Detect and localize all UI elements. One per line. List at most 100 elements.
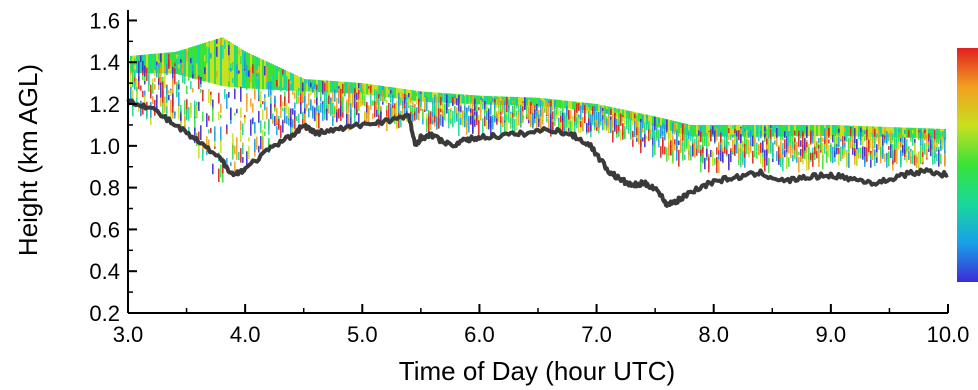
heatmap-cell [320,96,322,102]
heatmap-cell [396,87,398,99]
heatmap-cell [636,119,638,128]
heatmap-cell [622,109,624,119]
heatmap-cell [586,122,588,133]
heatmap-cell [542,119,544,125]
heatmap-cell [526,97,528,106]
heatmap-cell [718,141,720,151]
heatmap-cell [914,138,916,145]
heatmap-cell [306,104,308,108]
heatmap-cell [164,52,166,74]
heatmap-cell [518,109,520,126]
heatmap-cell [900,141,902,149]
heatmap-cell [186,99,188,115]
heatmap-cell [532,97,534,106]
heatmap-cell [888,146,890,151]
heatmap-cell [280,80,282,92]
heatmap-cell [404,97,406,104]
heatmap-cell [784,150,786,158]
heatmap-cell [644,114,646,124]
heatmap-cell [260,58,262,90]
heatmap-cell [918,132,920,141]
heatmap-cell [292,108,294,115]
heatmap-cell [514,118,516,134]
heatmap-cell [322,103,324,114]
heatmap-cell [886,134,888,142]
y-tick-label: 0.4 [89,259,120,284]
heatmap-cell [762,140,764,153]
heatmap-cell [894,137,896,148]
heatmap-cell [756,125,758,138]
heatmap-cell [370,92,372,107]
heatmap-cell [188,107,190,121]
heatmap-cell [206,136,208,152]
heatmap-cell [712,150,714,166]
heatmap-cell [178,103,180,120]
heatmap-cell [590,115,592,132]
heatmap-cell [828,139,830,144]
heatmap-cell [166,93,168,103]
heatmap-cell [684,139,686,152]
heatmap-cell [860,131,862,146]
heatmap-cell [144,80,146,85]
heatmap-cell [484,95,486,105]
heatmap-cell [540,113,542,130]
heatmap-cell [782,148,784,155]
heatmap-cell [254,138,256,153]
heatmap-cell [274,95,276,105]
heatmap-cell [900,127,902,138]
heatmap-cell [402,100,404,107]
heatmap-cell [928,144,930,149]
heatmap-cell [544,99,546,109]
heatmap-cell [422,91,424,102]
heatmap-cell [190,102,192,118]
heatmap-cell [206,46,208,64]
heatmap-cell [484,116,486,127]
heatmap-cell [630,111,632,123]
heatmap-cell [678,149,680,167]
heatmap-cell [778,124,780,137]
heatmap-cell [834,143,836,152]
heatmap-cell [244,117,246,124]
heatmap-cell [926,148,928,157]
heatmap-cell [220,38,222,46]
heatmap-cell [268,65,270,72]
heatmap-cell [870,151,872,160]
heatmap-cell [242,73,244,77]
heatmap-cell [552,99,554,108]
heatmap-cell [734,128,736,134]
heatmap-cell [820,124,822,137]
heatmap-cell [882,126,884,138]
heatmap-cell [522,97,524,106]
heatmap-cell [678,122,680,134]
heatmap-cell [782,151,784,163]
heatmap-cell [306,79,308,84]
heatmap-cell [466,94,468,104]
heatmap-cell [358,98,360,109]
heatmap-cell [174,53,176,64]
heatmap-cell [168,62,170,69]
heatmap-cell [240,120,242,131]
heatmap-cell [292,73,294,91]
heatmap-cell [774,124,776,137]
heatmap-cell [442,110,444,127]
heatmap-cell [700,155,702,173]
heatmap-cell [806,141,808,148]
heatmap-cell [230,162,232,166]
heatmap-cell [546,101,548,115]
heatmap-cell [506,108,508,126]
heatmap-cell [144,54,146,74]
heatmap-cell [270,103,272,120]
heatmap-cell [572,115,574,126]
heatmap-cell [904,137,906,155]
heatmap-cell [634,120,636,138]
heatmap-cell [762,156,764,168]
heatmap-cell [890,131,892,141]
heatmap-cell [198,101,200,111]
heatmap-cell [448,118,450,129]
heatmap-cell [506,111,508,116]
heatmap-cell [520,97,522,106]
heatmap-cell [218,38,220,86]
heatmap-cell [532,112,534,129]
heatmap-cell [670,140,672,156]
heatmap-cell [326,108,328,121]
